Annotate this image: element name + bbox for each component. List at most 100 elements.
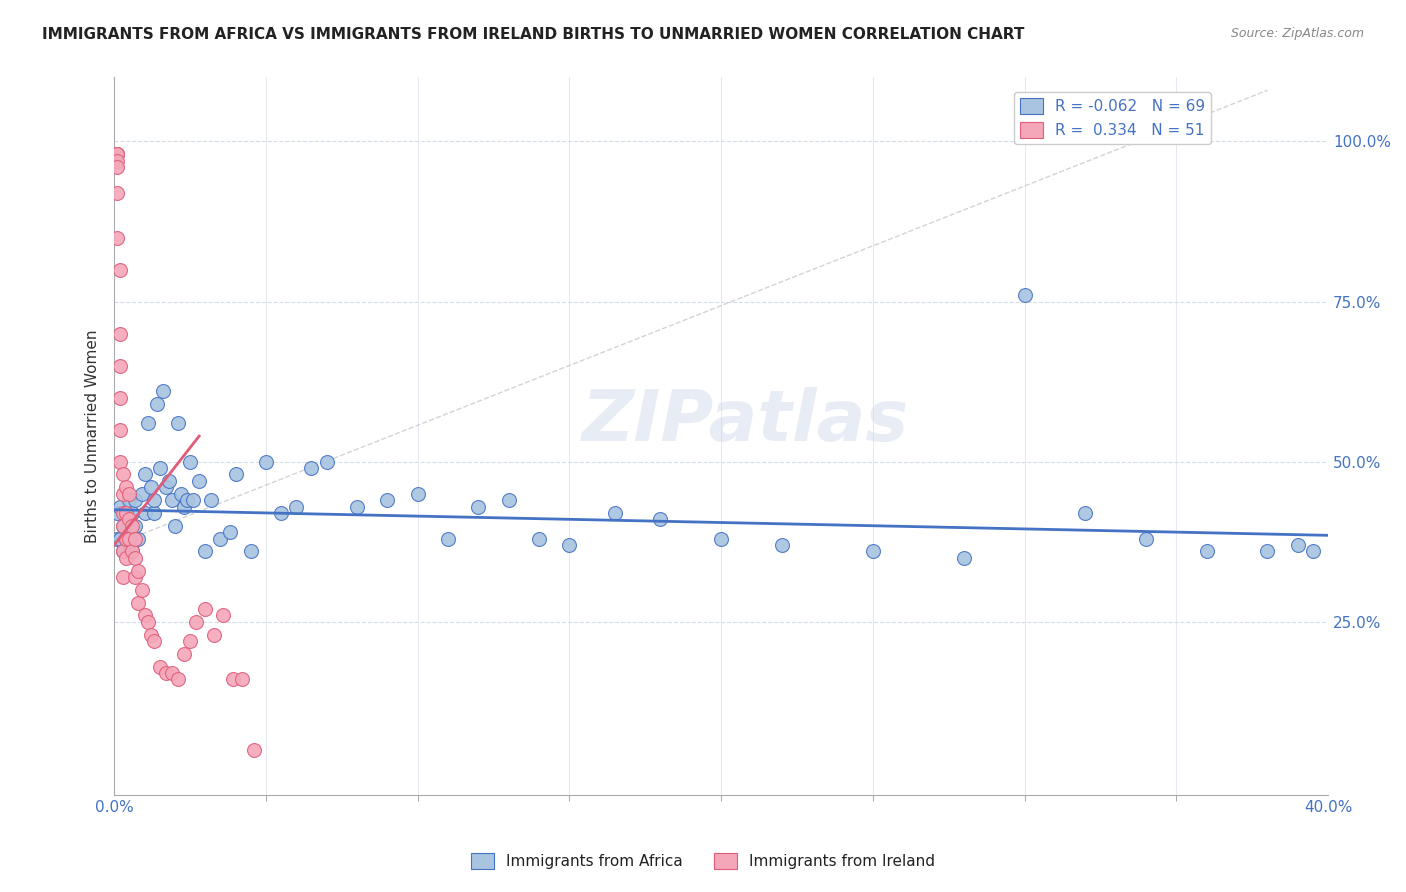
Point: [1074, 506, 1097, 520]
Point: [134, 608, 156, 623]
Point: [118, 493, 141, 508]
Point: [218, 525, 240, 540]
Point: [118, 512, 141, 526]
Point: [1286, 538, 1309, 552]
Point: [650, 512, 672, 526]
Point: [105, 147, 128, 161]
Point: [110, 391, 132, 405]
Point: [112, 486, 135, 500]
Point: [134, 506, 156, 520]
Point: [121, 518, 143, 533]
Point: [124, 570, 146, 584]
Point: [558, 538, 581, 552]
Point: [225, 467, 247, 482]
Point: [212, 608, 235, 623]
Point: [121, 544, 143, 558]
Point: [173, 500, 195, 514]
Point: [115, 532, 138, 546]
Point: [136, 615, 159, 629]
Point: [118, 486, 141, 500]
Point: [770, 538, 793, 552]
Point: [160, 493, 183, 508]
Point: [124, 550, 146, 565]
Point: [118, 538, 141, 552]
Point: [105, 160, 128, 174]
Point: [110, 262, 132, 277]
Point: [953, 550, 976, 565]
Point: [231, 673, 253, 687]
Point: [105, 230, 128, 244]
Text: Source: ZipAtlas.com: Source: ZipAtlas.com: [1230, 27, 1364, 40]
Point: [127, 596, 149, 610]
Point: [112, 570, 135, 584]
Point: [179, 455, 201, 469]
Point: [112, 518, 135, 533]
Point: [131, 582, 153, 597]
Point: [112, 544, 135, 558]
Point: [142, 493, 165, 508]
Text: ZIPatlas: ZIPatlas: [582, 387, 910, 456]
Legend: Immigrants from Africa, Immigrants from Ireland: Immigrants from Africa, Immigrants from …: [465, 847, 941, 875]
Point: [315, 455, 337, 469]
Point: [527, 532, 550, 546]
Point: [105, 147, 128, 161]
Point: [1256, 544, 1278, 558]
Point: [188, 474, 211, 488]
Point: [170, 486, 193, 500]
Point: [239, 544, 262, 558]
Point: [110, 455, 132, 469]
Point: [110, 532, 132, 546]
Point: [134, 467, 156, 482]
Point: [270, 506, 292, 520]
Point: [202, 627, 225, 641]
Point: [118, 532, 141, 546]
Point: [105, 186, 128, 200]
Point: [157, 474, 180, 488]
Point: [112, 518, 135, 533]
Point: [200, 493, 222, 508]
Point: [110, 500, 132, 514]
Point: [105, 153, 128, 168]
Point: [139, 480, 162, 494]
Point: [112, 544, 135, 558]
Point: [139, 627, 162, 641]
Point: [1195, 544, 1218, 558]
Point: [301, 461, 323, 475]
Point: [173, 647, 195, 661]
Point: [467, 500, 489, 514]
Point: [115, 506, 138, 520]
Point: [149, 659, 172, 673]
Point: [152, 384, 174, 399]
Point: [142, 506, 165, 520]
Point: [346, 500, 368, 514]
Point: [142, 634, 165, 648]
Point: [243, 743, 266, 757]
Point: [124, 518, 146, 533]
Point: [1302, 544, 1324, 558]
Point: [105, 506, 128, 520]
Point: [115, 506, 138, 520]
Point: [406, 486, 429, 500]
Point: [118, 512, 141, 526]
Point: [1135, 532, 1157, 546]
Point: [145, 397, 167, 411]
Point: [105, 147, 128, 161]
Point: [194, 544, 217, 558]
Point: [112, 506, 135, 520]
Point: [155, 666, 177, 681]
Point: [862, 544, 884, 558]
Point: [498, 493, 520, 508]
Point: [124, 532, 146, 546]
Y-axis label: Births to Unmarried Women: Births to Unmarried Women: [86, 329, 100, 543]
Point: [115, 550, 138, 565]
Point: [121, 544, 143, 558]
Point: [167, 673, 190, 687]
Point: [375, 493, 398, 508]
Point: [115, 532, 138, 546]
Point: [105, 532, 128, 546]
Point: [181, 493, 204, 508]
Point: [110, 359, 132, 373]
Point: [155, 480, 177, 494]
Point: [710, 532, 733, 546]
Point: [131, 486, 153, 500]
